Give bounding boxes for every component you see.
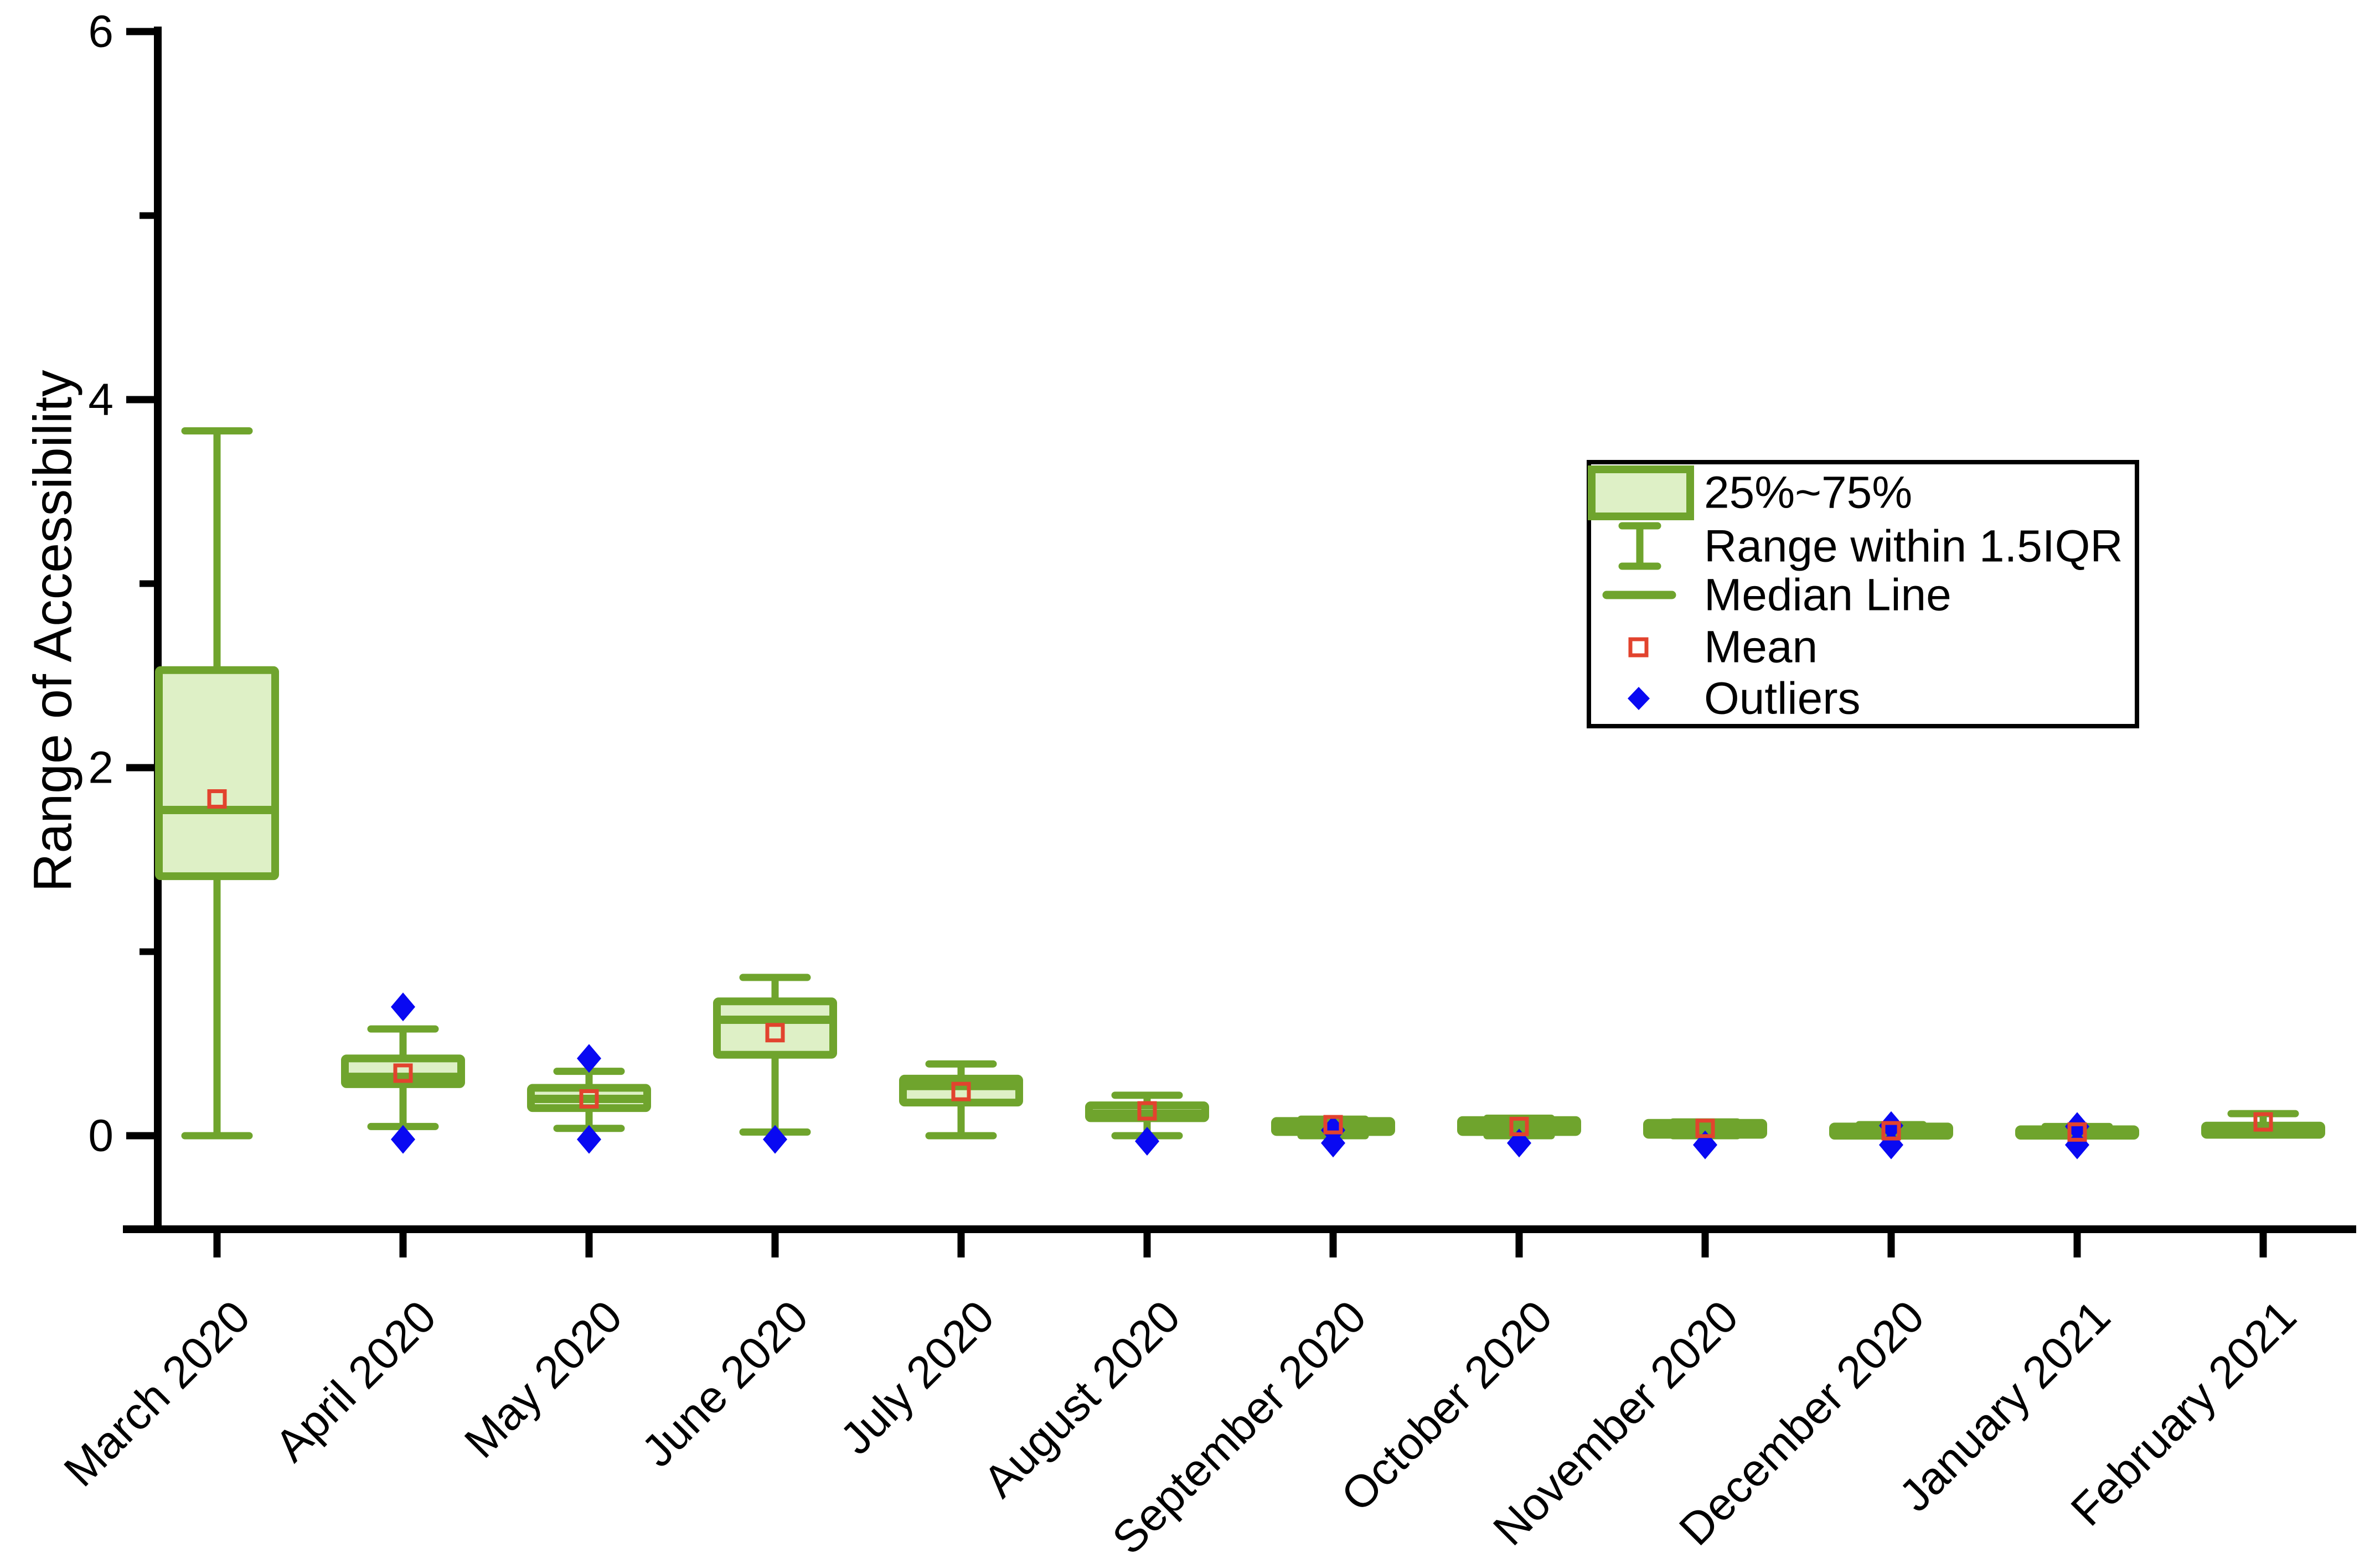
mean-marker	[1881, 1121, 1901, 1141]
y-tick-label: 0	[88, 1111, 113, 1161]
boxplot-january-2021	[2015, 1112, 2139, 1160]
mean-marker	[2067, 1122, 2087, 1142]
boxplot-october-2020	[1457, 1114, 1581, 1158]
y-tick-label: 2	[88, 743, 113, 793]
x-tick-label: May 2020	[455, 1291, 632, 1468]
boxplot-april-2020	[341, 992, 465, 1154]
boxplot-february-2021	[2201, 1110, 2325, 1139]
mean-marker	[1137, 1101, 1157, 1121]
y-axis-title: Range of Accessibility	[23, 370, 83, 892]
mean-marker	[951, 1081, 971, 1101]
mean-marker	[207, 789, 227, 809]
legend-whisker-swatch	[1618, 522, 1661, 570]
mean-marker	[1509, 1116, 1529, 1136]
y-tick-label: 4	[88, 375, 113, 425]
boxplot-march-2020	[155, 427, 279, 1140]
mean-marker	[1695, 1119, 1715, 1138]
boxplot-november-2020	[1643, 1118, 1767, 1160]
legend-mean-swatch	[1628, 637, 1649, 658]
x-tick-label: June 2020	[632, 1291, 818, 1477]
outlier-marker	[577, 1044, 601, 1073]
legend-label-outliers: Outliers	[1704, 674, 1861, 724]
boxplot-may-2020	[527, 1044, 651, 1154]
legend-outlier-swatch	[1628, 687, 1650, 710]
boxplot-december-2020	[1829, 1111, 1953, 1160]
axes-layer: 0 2 4 6 March 2020 April 2020 May 2020 June 202…	[55, 7, 2356, 1558]
outlier-marker	[763, 1125, 787, 1154]
x-tick-label: July 2020	[831, 1291, 1004, 1464]
mean-marker	[1323, 1115, 1343, 1135]
legend-label-range: Range within 1.5IQR	[1704, 521, 2123, 572]
mean-marker	[579, 1089, 599, 1109]
legend-label-median: Median Line	[1704, 570, 1952, 620]
legend-label-iqr-box: 25%~75%	[1704, 468, 1912, 518]
legend: 25%~75% Range within 1.5IQR Median Line …	[1587, 460, 2139, 728]
outlier-marker	[1321, 1129, 1345, 1158]
mean-marker	[393, 1063, 413, 1083]
legend-label-mean: Mean	[1704, 622, 1818, 672]
x-tick-label: April 2020	[266, 1291, 446, 1471]
y-tick-label: 6	[88, 7, 113, 57]
boxplot-september-2020	[1271, 1115, 1395, 1158]
boxplot-august-2020	[1085, 1091, 1209, 1156]
boxplot-june-2020	[713, 974, 837, 1154]
iqr-box	[155, 666, 279, 881]
x-tick-label: March 2020	[55, 1291, 260, 1497]
outlier-marker	[1135, 1126, 1159, 1156]
boxplot-july-2020	[899, 1060, 1023, 1140]
outlier-marker	[391, 992, 415, 1022]
iqr-box	[713, 997, 837, 1059]
outlier-marker	[577, 1125, 601, 1154]
mean-marker	[2253, 1112, 2273, 1132]
legend-box-swatch	[1588, 465, 1694, 520]
mean-marker	[765, 1023, 785, 1043]
boxes-layer	[155, 427, 2325, 1160]
outlier-marker	[391, 1125, 415, 1154]
